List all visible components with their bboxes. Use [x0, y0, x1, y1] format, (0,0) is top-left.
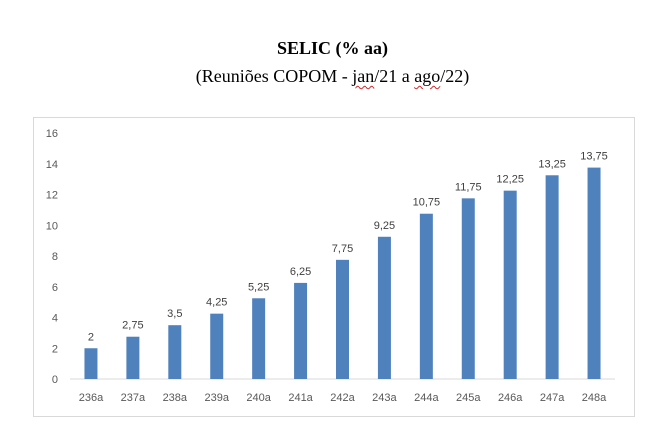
bar: [419, 213, 433, 379]
data-label: 7,75: [332, 243, 353, 255]
x-tick-label: 244a: [414, 392, 439, 404]
data-label: 13,25: [538, 158, 566, 170]
bar: [377, 236, 391, 379]
x-tick-label: 243a: [372, 392, 397, 404]
data-label: 11,75: [455, 181, 482, 193]
y-tick-label: 0: [52, 374, 58, 386]
data-label: 9,25: [374, 220, 395, 232]
y-tick-label: 10: [46, 220, 58, 232]
x-tick-label: 239a: [204, 392, 229, 404]
y-tick-label: 14: [46, 159, 58, 171]
chart-subtitle: (Reuniões COPOM - jan/21 a ago/22): [0, 66, 665, 87]
y-tick-label: 2: [52, 343, 58, 355]
bar: [294, 282, 308, 379]
data-label: 4,25: [206, 297, 227, 309]
data-label: 2,75: [122, 320, 143, 332]
data-label: 3,5: [167, 308, 182, 320]
bar: [545, 175, 559, 379]
x-tick-label: 237a: [121, 392, 146, 404]
data-label: 2: [88, 331, 94, 343]
x-tick-label: 241a: [288, 392, 313, 404]
bar: [168, 325, 182, 379]
bar: [461, 198, 475, 379]
bar: [503, 190, 517, 379]
bar: [126, 336, 140, 379]
subtitle-word-jan: jan: [352, 66, 375, 86]
y-tick-label: 4: [52, 313, 58, 325]
data-label: 13,75: [580, 151, 608, 163]
subtitle-suffix: /22): [440, 66, 470, 86]
x-tick-label: 246a: [498, 392, 523, 404]
data-label: 6,25: [290, 266, 311, 278]
bar: [587, 167, 601, 379]
subtitle-word-ago: ago: [414, 66, 441, 86]
x-tick-label: 236a: [79, 392, 104, 404]
x-tick-label: 242a: [330, 392, 355, 404]
x-tick-label: 238a: [163, 392, 188, 404]
x-tick-label: 245a: [456, 392, 481, 404]
x-tick-label: 247a: [540, 392, 565, 404]
data-label: 12,25: [496, 174, 524, 186]
data-label: 5,25: [248, 281, 269, 293]
x-tick-label: 248a: [582, 392, 607, 404]
bar: [336, 259, 349, 379]
x-tick-label: 240a: [246, 392, 271, 404]
y-tick-label: 12: [46, 190, 58, 202]
subtitle-mid: /21 a: [374, 66, 415, 86]
y-tick-label: 6: [52, 282, 58, 294]
y-tick-label: 16: [46, 128, 58, 140]
bar: [210, 313, 224, 379]
chart-title: SELIC (% aa): [276, 38, 388, 58]
chart-area: [33, 117, 635, 417]
y-tick-label: 8: [52, 251, 58, 263]
data-label: 10,75: [413, 197, 441, 209]
subtitle-prefix: (Reuniões COPOM -: [195, 66, 353, 86]
bar: [84, 348, 98, 379]
bar: [252, 298, 266, 379]
